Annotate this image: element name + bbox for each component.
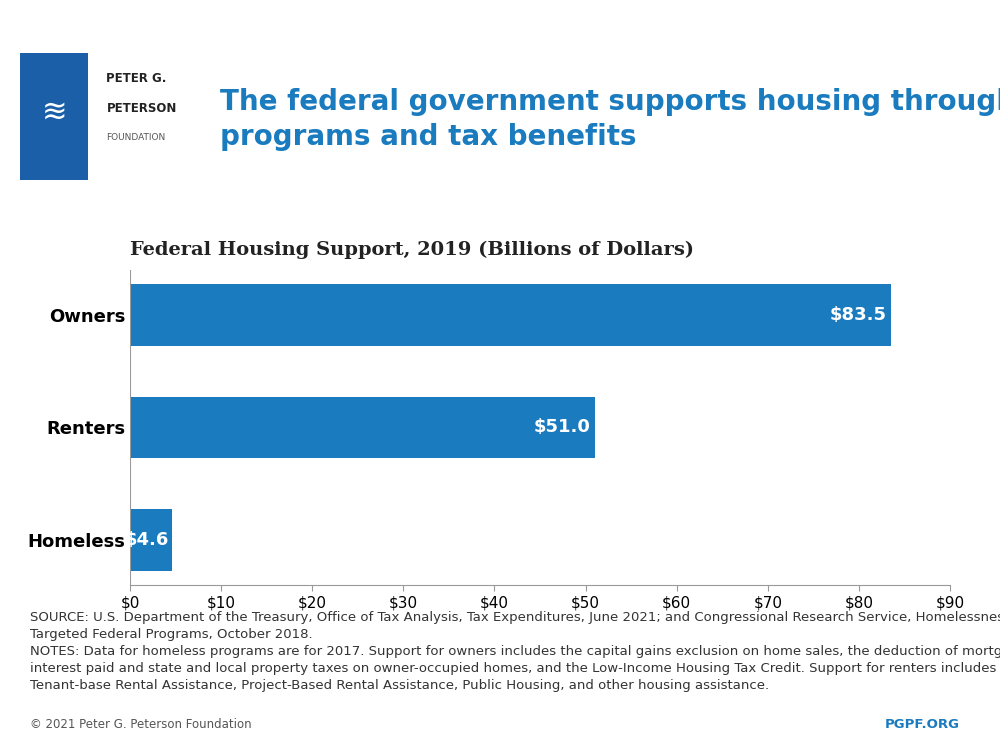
Bar <box>130 284 891 346</box>
Text: $51.0: $51.0 <box>533 419 590 436</box>
Text: The federal government supports housing through various
programs and tax benefit: The federal government supports housing … <box>220 88 1000 151</box>
Text: PETERSON: PETERSON <box>106 101 177 115</box>
Bar <box>130 509 172 571</box>
Text: $83.5: $83.5 <box>829 306 886 324</box>
Text: FOUNDATION: FOUNDATION <box>106 134 166 142</box>
Text: ≋: ≋ <box>41 98 67 127</box>
Text: © 2021 Peter G. Peterson Foundation: © 2021 Peter G. Peterson Foundation <box>30 718 252 731</box>
FancyBboxPatch shape <box>20 53 88 180</box>
Text: PGPF.ORG: PGPF.ORG <box>885 718 960 731</box>
Bar <box>130 397 595 458</box>
Text: $4.6: $4.6 <box>125 531 169 549</box>
Text: SOURCE: U.S. Department of the Treasury, Office of Tax Analysis, Tax Expenditure: SOURCE: U.S. Department of the Treasury,… <box>30 611 1000 692</box>
Text: PETER G.: PETER G. <box>106 71 167 85</box>
Text: Federal Housing Support, 2019 (Billions of Dollars): Federal Housing Support, 2019 (Billions … <box>130 241 694 259</box>
